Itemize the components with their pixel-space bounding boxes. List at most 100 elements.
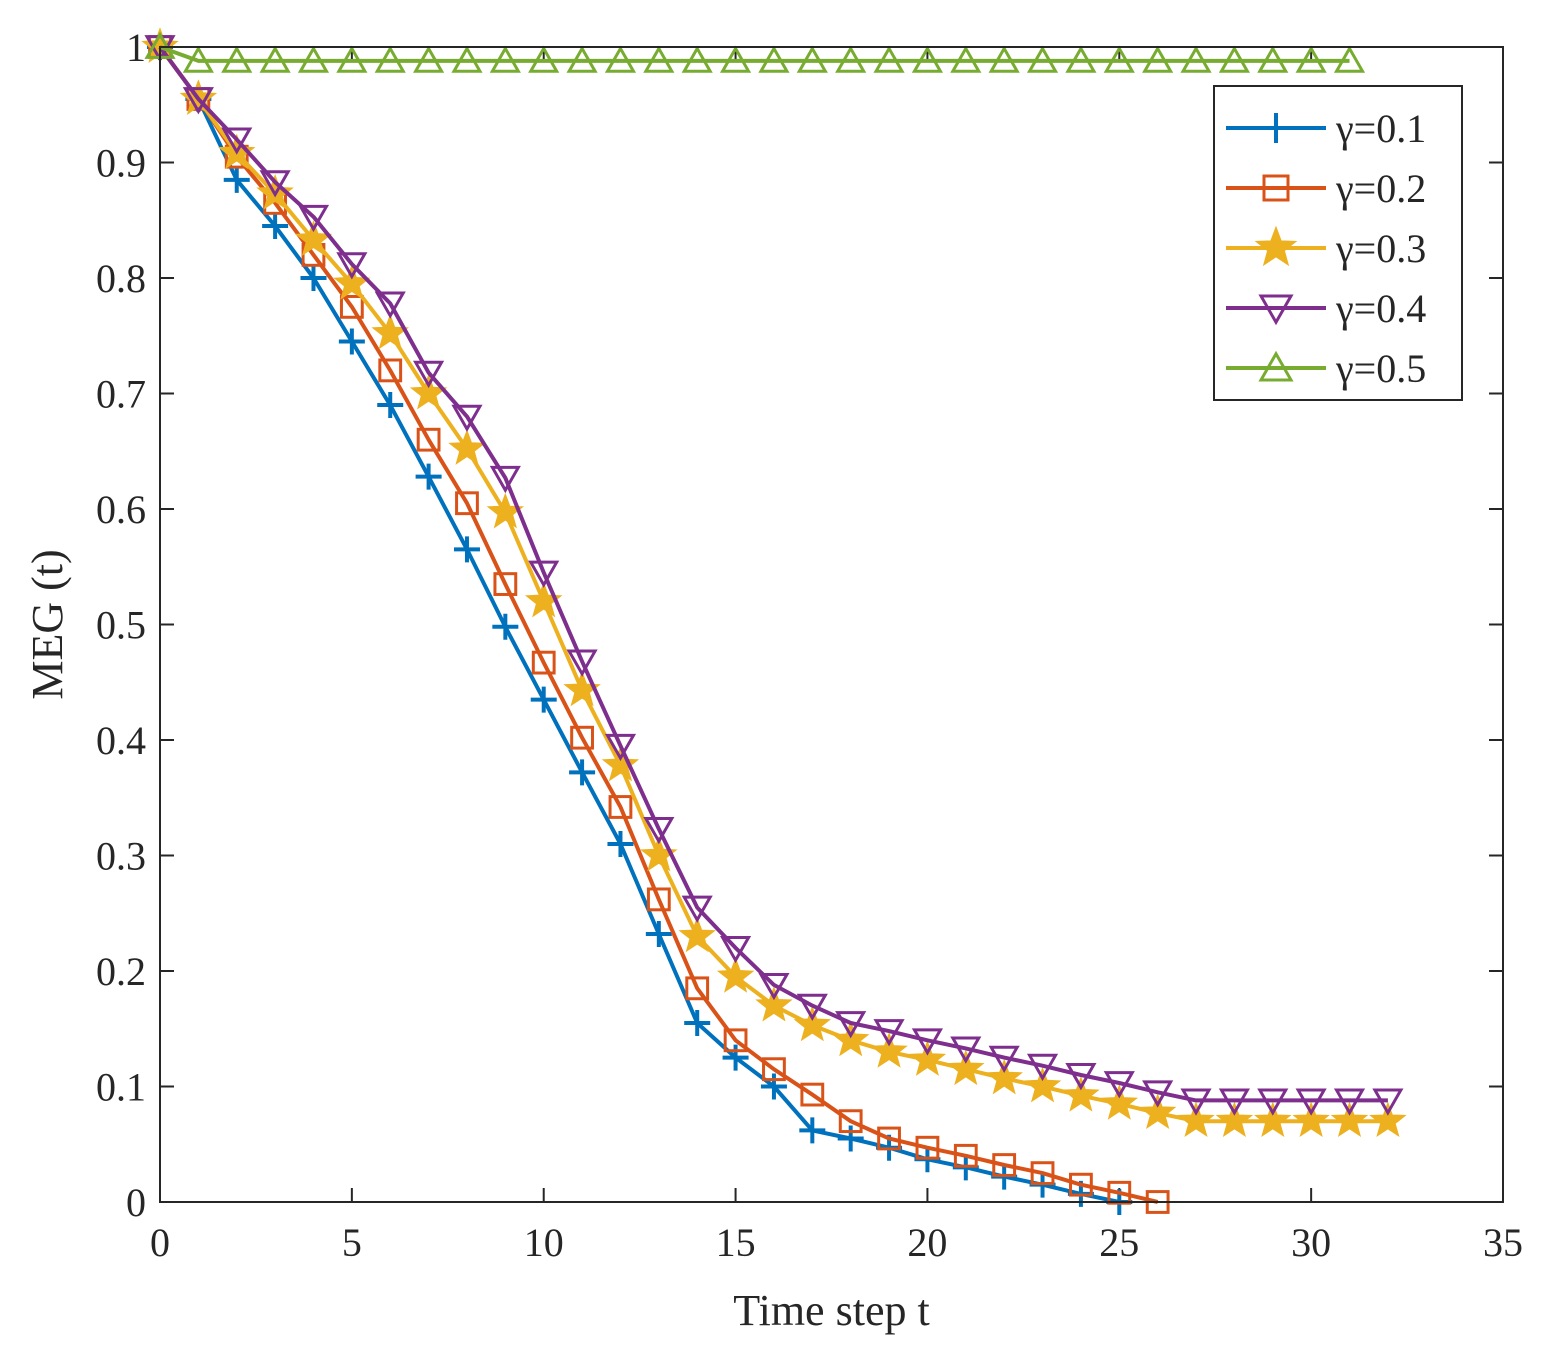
data-point-triangle-up [1258, 350, 1294, 382]
legend-item: γ=0.4 [1226, 286, 1426, 331]
data-point-star [716, 957, 755, 993]
data-point-triangle-down [1257, 1088, 1289, 1116]
legend-label: γ=0.5 [1335, 346, 1426, 391]
data-point-triangle-up [835, 45, 867, 73]
axes: 0 5 10 15 20 25 30 35 0 0.1 0.2 0.3 0.4 0.5 0.6 0.7 0.8 0… [96, 25, 1523, 1265]
data-point-triangle-down [796, 993, 828, 1022]
data-point-triangle-down [1218, 1088, 1250, 1116]
data-point-star [1292, 1101, 1330, 1138]
data-point-star [678, 916, 716, 953]
data-point-triangle-up [413, 45, 445, 73]
data-point-triangle-down [336, 252, 368, 280]
data-point-triangle-down [413, 360, 445, 389]
data-point-square [762, 1057, 786, 1082]
plot-frame [159, 46, 1504, 1203]
data-point-triangle-down [873, 1019, 905, 1047]
y-tick-label: 0.4 [96, 718, 146, 763]
x-tick-label: 20 [907, 1220, 947, 1265]
data-point-triangle-up [336, 45, 368, 73]
legend-label: γ=0.2 [1335, 166, 1426, 211]
data-point-plus [684, 1009, 711, 1036]
data-point-square [531, 650, 556, 675]
data-point-triangle-down [528, 560, 560, 588]
data-point-star [1023, 1066, 1062, 1103]
data-point-plus [415, 463, 442, 490]
data-point-triangle-up [451, 45, 483, 73]
y-tick-label: 0.1 [96, 1065, 146, 1110]
x-tick-label: 35 [1483, 1220, 1523, 1265]
data-point-triangle-down [950, 1036, 982, 1064]
data-point-square [493, 572, 518, 596]
data-point-triangle-down [988, 1045, 1020, 1073]
data-point-triangle-down [297, 204, 330, 233]
x-tick-label: 30 [1291, 1220, 1331, 1265]
data-point-triangle-down [1258, 294, 1294, 326]
data-point-triangle-up [297, 45, 330, 73]
legend-label: γ=0.4 [1335, 286, 1426, 331]
data-point-square [915, 1135, 940, 1160]
x-tick-label: 25 [1099, 1220, 1139, 1265]
data-point-square [953, 1143, 978, 1168]
data-point-triangle-down [489, 465, 521, 494]
data-point-triangle-down [374, 291, 406, 319]
data-point-triangle-up [1103, 45, 1135, 73]
series-layer [141, 27, 1407, 1215]
data-point-plus [1261, 113, 1291, 143]
data-point-plus [338, 328, 365, 355]
data-point-triangle-up [643, 45, 675, 73]
data-point-triangle-down [1103, 1071, 1135, 1099]
data-point-square [685, 976, 710, 1001]
data-point-plus [760, 1073, 787, 1100]
data-point-triangle-down [1333, 1088, 1366, 1116]
data-point-star [755, 985, 793, 1022]
data-point-triangle-up [528, 45, 560, 73]
data-point-triangle-up [873, 45, 905, 73]
data-point-star [524, 581, 563, 618]
data-point-triangle-down [182, 87, 214, 115]
data-point-star [1330, 1101, 1369, 1138]
data-point-star [831, 1020, 870, 1057]
data-point-star [1254, 1101, 1292, 1138]
legend-box [1213, 85, 1463, 401]
data-point-star [1215, 1101, 1254, 1138]
data-point-triangle-up [681, 45, 713, 73]
legend-label: γ=0.3 [1335, 226, 1426, 271]
data-point-square [877, 1126, 901, 1151]
x-axis-label: Time step t [733, 1286, 929, 1335]
data-point-star [1254, 225, 1298, 267]
data-point-plus [453, 536, 480, 563]
data-point-star [947, 1049, 985, 1086]
data-point-triangle-up [911, 45, 944, 73]
data-point-triangle-down [1142, 1080, 1174, 1108]
legend-item: γ=0.3 [1226, 225, 1426, 271]
data-point-triangle-up [489, 45, 521, 73]
data-point-square [339, 294, 364, 319]
legend-label: γ=0.1 [1335, 106, 1426, 151]
data-point-triangle-down [758, 972, 790, 1001]
data-point-plus [530, 686, 557, 713]
y-tick-label: 0.5 [96, 603, 146, 648]
y-tick-label: 0.2 [96, 949, 146, 994]
data-point-square [1069, 1172, 1093, 1197]
data-point-star [1138, 1093, 1177, 1130]
data-point-plus [262, 213, 289, 240]
y-tick-label: 0 [126, 1180, 146, 1225]
data-point-star [601, 745, 640, 782]
data-point-square [416, 427, 441, 452]
data-point-triangle-up [374, 45, 406, 73]
data-point-star [870, 1032, 908, 1068]
data-point-triangle-down [451, 404, 483, 432]
y-tick-label: 0.6 [96, 487, 146, 532]
data-point-triangle-down [259, 170, 291, 198]
data-point-square [723, 1028, 748, 1053]
data-point-square [608, 795, 633, 819]
x-tick-label: 0 [150, 1220, 170, 1265]
y-axis-label: MEG (t) [23, 549, 72, 699]
data-point-triangle-up [988, 45, 1020, 73]
data-point-triangle-down [566, 649, 598, 677]
data-point-triangle-up [1142, 45, 1174, 73]
data-point-triangle-up [1218, 45, 1250, 73]
legend-item: γ=0.1 [1226, 106, 1426, 151]
data-point-star [448, 429, 486, 465]
data-point-square [1107, 1180, 1132, 1205]
